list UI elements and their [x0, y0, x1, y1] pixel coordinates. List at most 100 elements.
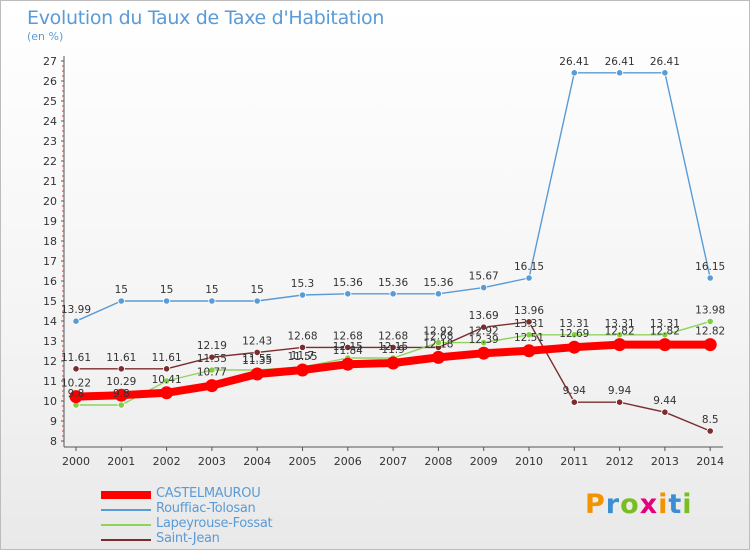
- x-tick-label: 2012: [606, 455, 634, 468]
- x-tick-label: 2002: [153, 455, 181, 468]
- data-label: 10.29: [106, 376, 136, 388]
- data-point: [706, 427, 714, 435]
- y-tick-label: 17: [43, 255, 57, 268]
- data-label: 10.41: [152, 374, 182, 386]
- data-point: [570, 331, 578, 339]
- data-point: [114, 388, 128, 402]
- data-label: 12.39: [469, 334, 499, 346]
- x-tick-label: 2013: [651, 455, 679, 468]
- x-tick-label: 2007: [379, 455, 407, 468]
- data-label: 26.41: [605, 56, 635, 68]
- data-point: [386, 356, 400, 370]
- data-label: 12.51: [514, 332, 544, 344]
- data-point: [703, 338, 717, 352]
- data-label: 15: [251, 284, 264, 296]
- data-label: 26.41: [559, 56, 589, 68]
- data-point: [208, 297, 216, 305]
- data-point: [480, 283, 488, 292]
- data-point: [296, 363, 309, 377]
- data-point: [253, 297, 261, 305]
- legend-swatch: [101, 491, 151, 499]
- data-label: 15: [160, 284, 173, 296]
- chart-axes: 8 9 10 11 12 13 14 15 16 17 18 19 20 21 22 23 24 25 26 27 20…: [43, 55, 724, 468]
- series-castelmaurou: [69, 338, 717, 404]
- data-label: 12.92: [469, 326, 499, 338]
- data-label: 16.15: [695, 261, 725, 273]
- data-point: [615, 331, 624, 339]
- data-point: [434, 290, 442, 298]
- data-point: [298, 343, 307, 351]
- x-tick-label: 2005: [289, 455, 317, 468]
- legend-label: CASTELMAUROU: [156, 486, 261, 501]
- x-tick-label: 2003: [198, 455, 226, 468]
- logo-letter: P: [585, 489, 606, 520]
- legend-swatch: [101, 539, 151, 541]
- data-label: 11.7: [291, 350, 314, 362]
- data-point: [344, 343, 352, 351]
- data-point: [298, 291, 307, 299]
- data-label: 9.44: [653, 395, 677, 407]
- data-point: [117, 401, 125, 409]
- x-tick-label: 2014: [696, 455, 724, 468]
- legend-swatch: [101, 524, 151, 526]
- data-label: 15: [205, 284, 218, 296]
- y-tick-label: 11: [43, 375, 57, 388]
- y-tick-label: 27: [43, 55, 57, 68]
- data-point: [567, 340, 581, 354]
- data-label: 15.36: [423, 277, 453, 289]
- data-point: [341, 357, 355, 371]
- data-point: [615, 69, 624, 77]
- data-point: [163, 297, 171, 305]
- data-label: 10.22: [61, 378, 91, 390]
- legend-label: Rouffiac-Tolosan: [156, 501, 256, 516]
- data-point: [208, 366, 216, 374]
- data-point: [477, 346, 491, 360]
- data-label: 12.18: [423, 338, 453, 350]
- data-point: [661, 408, 669, 416]
- data-point: [525, 331, 533, 339]
- data-label: 15.36: [378, 277, 408, 289]
- data-label: 11.61: [152, 352, 182, 364]
- data-label: 13.69: [469, 310, 499, 322]
- y-tick-label: 10: [43, 395, 57, 408]
- data-point: [525, 274, 533, 282]
- y-tick-label: 12: [43, 355, 57, 368]
- data-point: [389, 343, 397, 351]
- data-point: [69, 390, 83, 404]
- data-label: 11.84: [333, 345, 363, 357]
- data-point: [163, 365, 171, 373]
- data-point: [706, 317, 714, 325]
- series-saint-jean: [72, 318, 714, 435]
- data-label: 15: [115, 284, 128, 296]
- data-point: [72, 317, 80, 325]
- logo-letter: x: [639, 489, 659, 520]
- series-layer: [69, 69, 717, 435]
- x-tick-label: 2001: [107, 455, 135, 468]
- data-point: [250, 367, 264, 381]
- data-point: [117, 297, 125, 305]
- data-label: 12.19: [197, 340, 227, 352]
- legend-label: Lapeyrouse-Fossat: [156, 516, 273, 531]
- data-label: 11.55: [242, 353, 272, 365]
- data-label: 9.94: [563, 385, 587, 397]
- data-label: 12.68: [378, 330, 408, 342]
- data-label: 13.98: [695, 304, 725, 316]
- data-label: 13.99: [61, 304, 91, 316]
- y-tick-label: 9: [50, 415, 57, 428]
- data-point: [570, 398, 578, 406]
- data-label: 11.55: [197, 353, 227, 365]
- x-tick-label: 2004: [243, 455, 271, 468]
- data-point: [160, 386, 174, 400]
- proxiti-logo: Proxiti: [585, 489, 693, 520]
- chart-unit-label: (en %): [27, 30, 64, 43]
- y-tick-label: 20: [43, 195, 57, 208]
- data-label: 13.31: [559, 318, 589, 330]
- legend-swatch: [101, 509, 151, 511]
- y-tick-label: 22: [43, 155, 57, 168]
- data-label: 10.77: [197, 367, 227, 379]
- data-label: 12.82: [650, 326, 680, 338]
- data-label: 13.96: [514, 305, 544, 317]
- logo-letter: o: [620, 489, 640, 520]
- data-labels-layer: 13.99 15 15 15 15 15.3 15.36 15.36 15.36 15.67 16.…: [61, 56, 725, 426]
- data-label: 13.31: [605, 318, 635, 330]
